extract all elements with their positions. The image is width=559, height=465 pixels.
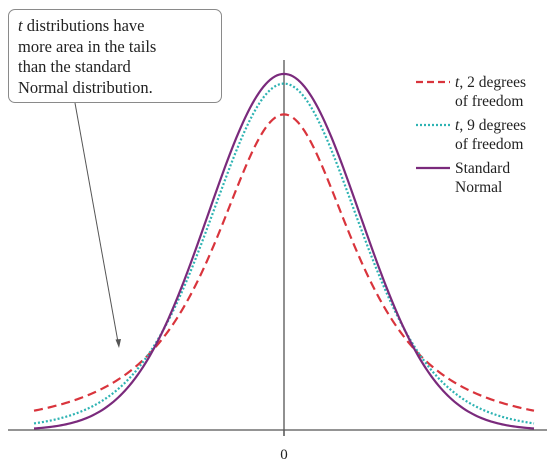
legend-label-line-1: , 9 degrees [459,117,527,134]
annotation-box: t distributions have more area in the ta… [8,9,222,103]
legend-label-line-2: of freedom [455,92,524,110]
curve-standard-normal [33,72,535,430]
legend-item-t2: t, 2 degrees of freedom [415,74,559,111]
legend-label-line-2: Normal [455,178,503,196]
legend-swatch-dashed [416,80,450,84]
tick-label-zero: 0 [280,447,288,463]
annotation-line-3: than the standard [18,57,131,76]
callout-arrowhead [115,339,121,348]
annotation-line-4: Normal distribution. [18,77,153,97]
legend-var: t [455,117,460,134]
curve-t-df-9 [33,82,535,425]
legend-label-line-1: Standard [455,160,511,177]
curve-t-df-2 [33,113,535,412]
legend-swatch-dotted [416,123,450,127]
legend-var: t [455,74,460,91]
legend-swatch-solid [416,166,450,170]
legend: t, 2 degrees of freedom t, 9 degrees of … [415,74,559,203]
legend-item-t9: t, 9 degrees of freedom [415,117,559,154]
legend-item-normal: Standard Normal [415,160,559,197]
callout-arrow [74,102,119,343]
annotation-variable: t [18,16,23,35]
legend-label-line-2: of freedom [455,135,524,153]
annotation-line-2: more area in the tails [18,36,157,56]
annotation-line-1: distributions have [22,16,145,35]
legend-label-line-1: , 2 degrees [459,74,527,91]
